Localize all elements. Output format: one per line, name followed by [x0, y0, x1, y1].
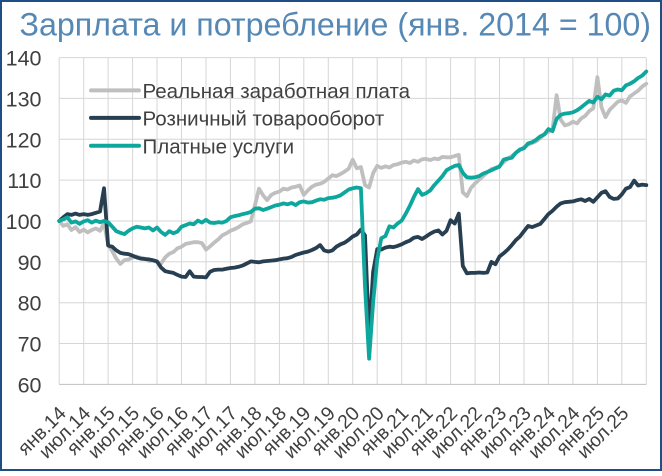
svg-text:Реальная заработная плата: Реальная заработная плата	[143, 80, 411, 103]
svg-text:80: 80	[18, 292, 42, 316]
svg-text:70: 70	[18, 333, 42, 357]
svg-text:Платные услуги: Платные услуги	[143, 135, 295, 158]
svg-text:90: 90	[18, 251, 42, 275]
svg-text:140: 140	[6, 47, 42, 71]
svg-text:110: 110	[7, 169, 41, 193]
svg-text:100: 100	[6, 210, 42, 234]
svg-text:Розничный товарооборот: Розничный товарооборот	[143, 107, 385, 130]
svg-text:130: 130	[6, 87, 42, 111]
svg-text:120: 120	[6, 128, 42, 152]
svg-text:60: 60	[18, 373, 42, 397]
svg-text:Зарплата и потребление (янв. 2: Зарплата и потребление (янв. 2014 = 100)	[20, 7, 652, 43]
